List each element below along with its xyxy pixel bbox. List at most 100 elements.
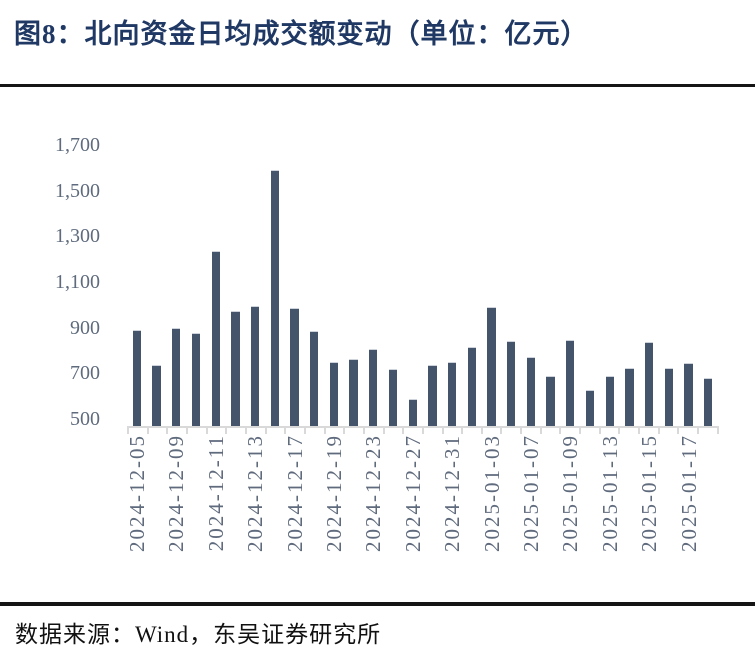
bar	[152, 365, 161, 426]
y-tick-label: 700	[70, 362, 100, 385]
bar-slot	[186, 145, 206, 426]
x-tick-label: 2025-01-17	[676, 434, 701, 552]
bar	[388, 368, 398, 426]
x-tick-label: 2024-12-23	[361, 434, 386, 552]
bar-slot	[482, 145, 502, 426]
axis-tick	[618, 427, 621, 434]
x-label-slot	[383, 434, 402, 584]
x-label-slot: 2025-01-09	[558, 434, 583, 584]
bar-slot	[462, 145, 482, 426]
axis-tick	[343, 427, 346, 434]
x-label-slot	[659, 434, 678, 584]
x-tick-label: 2024-12-05	[125, 434, 149, 552]
bar-slot	[639, 145, 659, 426]
bar-slot	[304, 145, 324, 426]
bar-slot	[679, 145, 699, 426]
bar	[546, 375, 555, 426]
bar	[507, 340, 516, 426]
top-divider	[0, 84, 755, 87]
bar	[231, 311, 240, 426]
bar	[329, 361, 339, 426]
x-tick-label: 2024-12-09	[164, 434, 189, 552]
bar-slot	[541, 145, 561, 426]
bar	[467, 346, 476, 426]
axis-tick	[225, 427, 228, 434]
bar	[270, 169, 279, 426]
x-tick-label: 2024-12-11	[203, 434, 228, 552]
bar-slot	[620, 145, 640, 426]
bar-slot	[265, 145, 285, 426]
bar	[645, 341, 654, 426]
bar	[428, 365, 437, 426]
x-label-slot	[265, 434, 284, 584]
axis-tick	[559, 427, 562, 434]
y-tick-label: 900	[70, 316, 100, 339]
bar	[664, 367, 673, 426]
bar	[684, 362, 693, 426]
x-tick-label: 2025-01-13	[597, 434, 622, 552]
bar-slot	[127, 145, 147, 426]
x-label-slot: 2024-12-11	[203, 434, 228, 584]
bar-slot	[383, 145, 403, 426]
axis-tick	[166, 427, 169, 434]
bar	[132, 330, 141, 426]
x-tick-label: 2024-12-19	[322, 434, 347, 552]
x-tick-label: 2024-12-17	[282, 434, 307, 552]
axis-tick	[205, 427, 208, 434]
axis-tick	[127, 427, 129, 434]
y-tick-label: 500	[70, 407, 100, 430]
axis-tick	[264, 427, 267, 434]
bar-slot	[521, 145, 541, 426]
bar	[250, 305, 260, 426]
bar-slot	[501, 145, 521, 426]
y-tick-label: 1,300	[55, 225, 100, 248]
x-label-slot: 2024-12-09	[164, 434, 189, 584]
bar	[487, 306, 496, 426]
x-label-slot: 2024-12-27	[400, 434, 425, 584]
bar-slot	[659, 145, 679, 426]
x-label-slot: 2024-12-13	[243, 434, 267, 584]
bar-slot	[580, 145, 600, 426]
bottom-divider	[0, 602, 755, 606]
figure-title: 图8：北向资金日均成交额变动（单位：亿元）	[14, 19, 589, 49]
bar	[447, 361, 457, 426]
bar	[369, 348, 378, 426]
x-tick-label: 2024-12-31	[440, 434, 465, 552]
bar-slot	[698, 145, 718, 426]
x-label-slot: 2025-01-07	[519, 434, 543, 584]
axis-tick	[716, 427, 719, 434]
bar-slot	[363, 145, 383, 426]
x-tick-label: 2024-12-27	[400, 434, 425, 552]
x-label-slot: 2024-12-23	[361, 434, 386, 584]
axis-tick	[402, 427, 405, 434]
axis-tick	[441, 427, 444, 434]
bar	[191, 332, 201, 426]
bar-slot	[226, 145, 246, 426]
bar-slot	[600, 145, 620, 426]
axis-tick	[539, 427, 542, 434]
bar-slot	[285, 145, 305, 426]
plot-area	[127, 145, 718, 426]
bar	[349, 359, 358, 426]
bar	[408, 399, 417, 426]
axis-tick	[677, 427, 680, 434]
axis-tick	[461, 427, 464, 434]
axis-tick	[657, 427, 660, 434]
axis-tick	[244, 427, 247, 434]
bar-slot	[423, 145, 443, 426]
y-tick-label: 1,100	[55, 270, 100, 293]
axis-tick	[598, 427, 601, 434]
x-axis-labels: 2024-12-05 2024-12-09 2024-12-11 2024-12-13…	[125, 434, 718, 584]
bar	[211, 250, 220, 426]
x-tick-label: 2025-01-09	[558, 434, 583, 552]
x-tick-label: 2025-01-15	[637, 434, 662, 552]
axis-tick	[579, 427, 582, 434]
bar-slot	[147, 145, 167, 426]
x-label-slot: 2025-01-17	[676, 434, 701, 584]
y-tick-label: 1,700	[55, 134, 100, 156]
x-label-slot: 2024-12-17	[282, 434, 307, 584]
axis-tick	[697, 427, 700, 434]
x-axis-ticks	[127, 427, 719, 435]
axis-tick	[500, 427, 503, 434]
